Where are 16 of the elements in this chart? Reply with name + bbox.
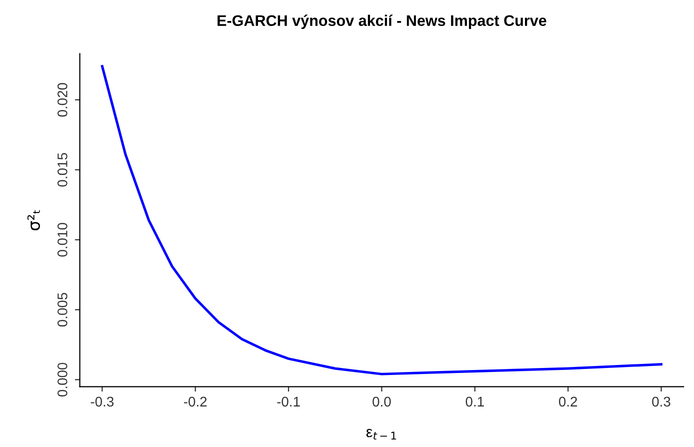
x-tick-label: 0.2 — [558, 396, 578, 407]
line-series — [100, 64, 662, 376]
x-tick-label: 0.0 — [372, 396, 391, 407]
x-tick-label: -0.3 — [90, 396, 114, 407]
x-axis-title: ε$_{t−1}$ — [366, 428, 396, 440]
y-axis-title: σ²ₜ — [27, 210, 40, 230]
y-tick-label: 0.005 — [58, 292, 68, 327]
x-tick-label: -0.1 — [277, 396, 300, 407]
y-tick-label: 0.010 — [58, 222, 68, 257]
x-tick-label: 0.3 — [652, 396, 670, 407]
chart-title: E-GARCH výnosov akcií - News Impact Curve — [218, 14, 546, 30]
x-tick-label: 0.1 — [466, 396, 484, 407]
y-tick-label: 0.020 — [58, 82, 68, 117]
y-tick-label: 0.000 — [58, 362, 68, 396]
y-tick-label: 0.015 — [58, 152, 68, 187]
x-tick-label: -0.2 — [184, 396, 207, 407]
